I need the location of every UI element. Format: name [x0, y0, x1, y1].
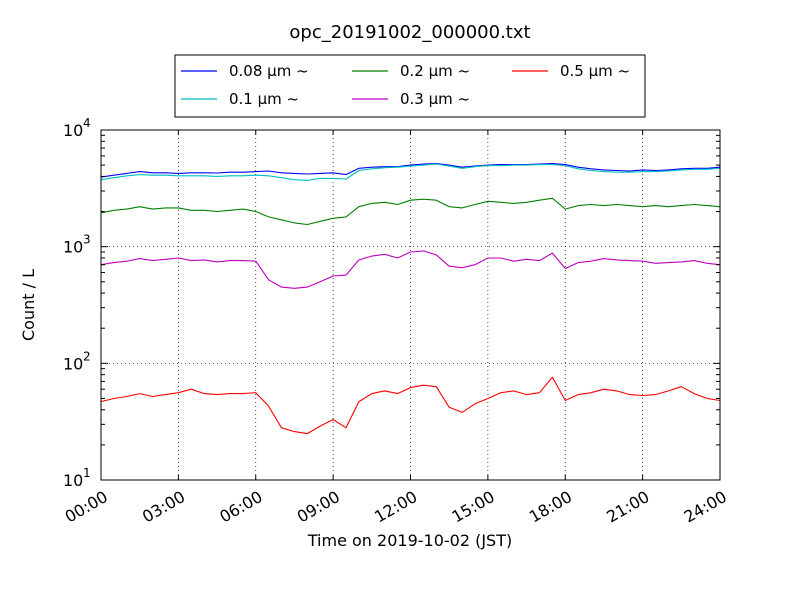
- y-tick-label-base: 10: [63, 238, 83, 257]
- y-tick-label: 10 1: [63, 466, 91, 490]
- y-tick-label-base: 10: [63, 471, 83, 490]
- y-tick-label-base: 10: [63, 121, 83, 140]
- legend: 0.08 μm ~ 0.1 μm ~ 0.2 μm ~ 0.3 μm ~ 0.5 μm …: [174, 54, 646, 118]
- y-tick-label-exponent: 1: [83, 466, 91, 480]
- series-layer: [100, 163, 721, 435]
- legend-box: [174, 54, 646, 118]
- y-tick-label-exponent: 2: [83, 349, 91, 363]
- legend-item: 0.1 μm ~: [181, 90, 299, 108]
- legend-label: 0.2 μm ~: [400, 62, 470, 80]
- legend-item: 0.3 μm ~: [352, 90, 470, 108]
- series-0-08um-line: [100, 163, 721, 178]
- legend-label: 0.3 μm ~: [400, 90, 470, 108]
- y-tick-label: 10 3: [63, 233, 91, 257]
- series-0-3um-line: [100, 250, 721, 289]
- legend-label: 0.08 μm ~: [229, 62, 309, 80]
- legend-item: 0.5 μm ~: [512, 62, 630, 80]
- legend-label: 0.5 μm ~: [560, 62, 630, 80]
- y-tick-label-exponent: 4: [83, 116, 91, 130]
- y-tick-label-base: 10: [63, 354, 83, 373]
- series-0-1um-line: [100, 163, 721, 181]
- x-axis-label: Time on 2019-10-02 (JST): [307, 531, 512, 550]
- series-0-2um-line: [100, 197, 721, 226]
- ticks: [100, 129, 721, 481]
- legend-label: 0.1 μm ~: [229, 90, 299, 108]
- chart-title: opc_20191002_000000.txt: [289, 22, 530, 43]
- y-tick-label-exponent: 3: [83, 233, 91, 247]
- y-tick-label: 10 4: [63, 116, 91, 140]
- y-axis-label: Count / L: [19, 269, 38, 341]
- y-tick-label: 10 2: [63, 349, 91, 373]
- legend-item: 0.08 μm ~: [181, 62, 309, 80]
- series-0-5um-line: [100, 376, 721, 435]
- legend-item: 0.2 μm ~: [352, 62, 470, 80]
